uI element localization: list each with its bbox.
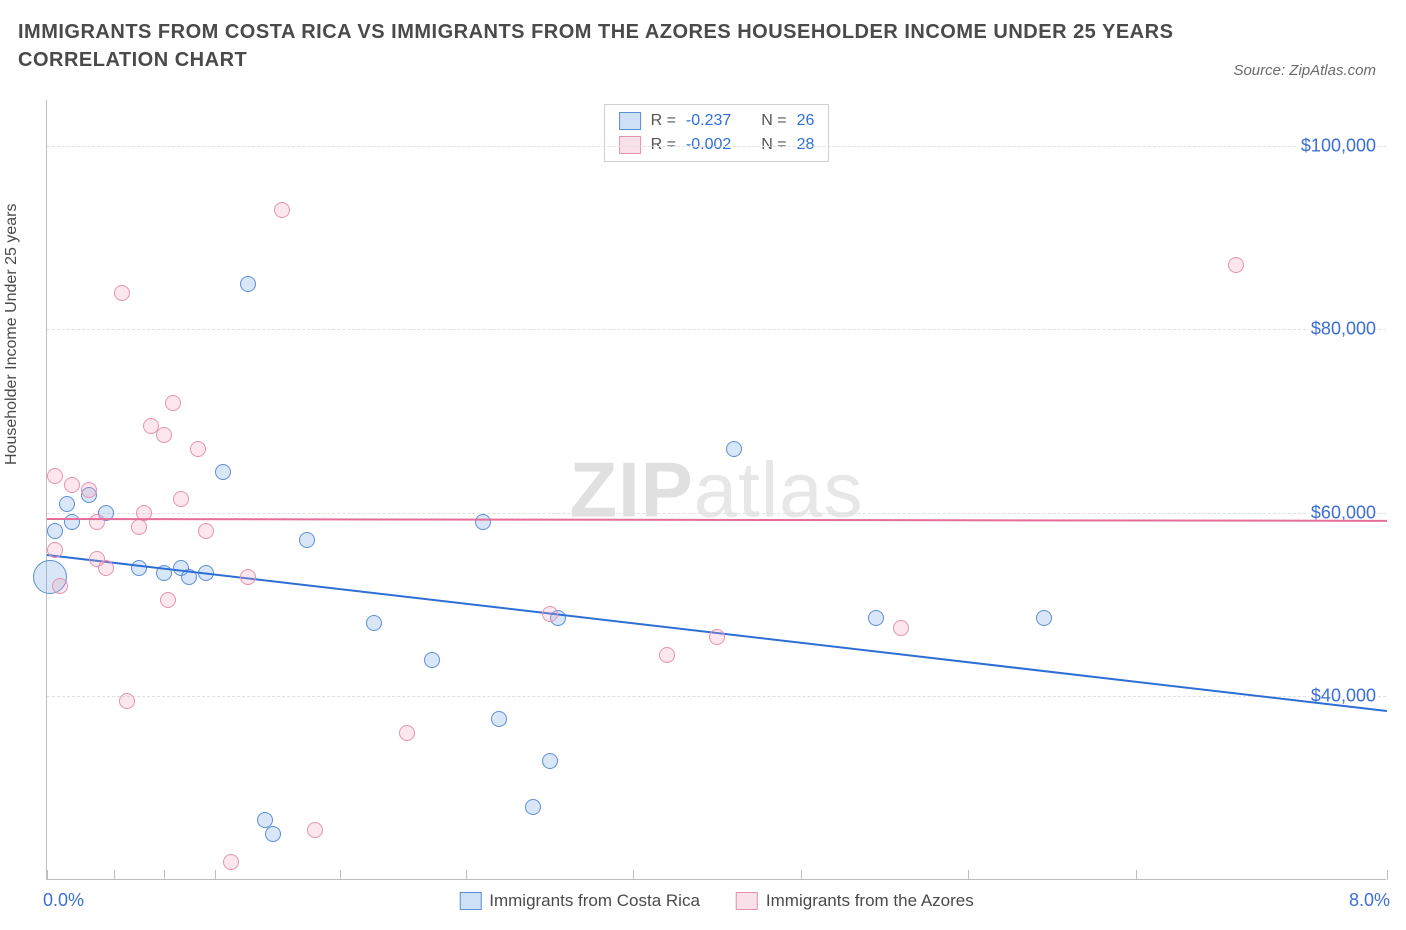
data-point [1228, 257, 1244, 273]
gridline [47, 696, 1386, 697]
data-point [114, 285, 130, 301]
data-point [542, 753, 558, 769]
data-point [165, 395, 181, 411]
data-point [709, 629, 725, 645]
data-point [223, 854, 239, 870]
data-point [131, 519, 147, 535]
legend-n-label: N = [761, 109, 786, 133]
data-point [81, 482, 97, 498]
data-point [240, 569, 256, 585]
data-point [160, 592, 176, 608]
y-tick-label: $100,000 [1299, 135, 1378, 156]
data-point [399, 725, 415, 741]
watermark: ZIPatlas [569, 444, 863, 535]
data-point [424, 652, 440, 668]
series-legend: Immigrants from Costa Rica Immigrants fro… [459, 891, 974, 911]
legend-swatch [736, 892, 758, 910]
data-point [240, 276, 256, 292]
x-tick [1387, 870, 1388, 880]
data-point [198, 523, 214, 539]
data-point [525, 799, 541, 815]
x-tick [633, 870, 634, 880]
data-point [98, 560, 114, 576]
x-tick [968, 870, 969, 880]
x-tick [164, 870, 165, 880]
x-tick [340, 870, 341, 880]
legend-row: R = -0.237 N = 26 [619, 109, 815, 133]
gridline [47, 146, 1386, 147]
data-point [215, 464, 231, 480]
legend-swatch [619, 112, 641, 130]
legend-label: Immigrants from Costa Rica [489, 891, 700, 911]
legend-n-value: 26 [797, 109, 815, 133]
data-point [173, 491, 189, 507]
x-tick [466, 870, 467, 880]
data-point [47, 542, 63, 558]
data-point [307, 822, 323, 838]
legend-r-value: -0.237 [686, 109, 731, 133]
data-point [47, 523, 63, 539]
data-point [491, 711, 507, 727]
x-tick [215, 870, 216, 880]
legend-item: Immigrants from Costa Rica [459, 891, 700, 911]
chart-title: IMMIGRANTS FROM COSTA RICA VS IMMIGRANTS… [18, 18, 1206, 74]
legend-swatch [459, 892, 481, 910]
data-point [893, 620, 909, 636]
x-tick [114, 870, 115, 880]
data-point [119, 693, 135, 709]
data-point [64, 514, 80, 530]
data-point [868, 610, 884, 626]
scatter-plot: ZIPatlas R =-0.237N =26R =-0.002N =28 Im… [46, 100, 1386, 880]
data-point [89, 514, 105, 530]
x-tick [1136, 870, 1137, 880]
data-point [156, 427, 172, 443]
data-point [726, 441, 742, 457]
correlation-legend: R =-0.237N =26R =-0.002N =28 [604, 104, 830, 162]
x-tick [801, 870, 802, 880]
x-axis-max-label: 8.0% [1349, 890, 1390, 911]
y-axis-title: Householder Income Under 25 years [3, 204, 21, 465]
y-tick-label: $80,000 [1309, 319, 1378, 340]
data-point [64, 477, 80, 493]
data-point [1036, 610, 1052, 626]
data-point [265, 826, 281, 842]
data-point [52, 578, 68, 594]
data-point [542, 606, 558, 622]
gridline [47, 513, 1386, 514]
gridline [47, 329, 1386, 330]
legend-item: Immigrants from the Azores [736, 891, 974, 911]
legend-label: Immigrants from the Azores [766, 891, 974, 911]
data-point [366, 615, 382, 631]
trend-line [47, 518, 1387, 522]
x-tick [47, 870, 48, 880]
legend-r-label: R = [651, 109, 676, 133]
data-point [131, 560, 147, 576]
source-label: Source: ZipAtlas.com [1233, 62, 1376, 79]
data-point [47, 468, 63, 484]
data-point [659, 647, 675, 663]
data-point [299, 532, 315, 548]
data-point [475, 514, 491, 530]
data-point [274, 202, 290, 218]
data-point [59, 496, 75, 512]
data-point [190, 441, 206, 457]
x-axis-min-label: 0.0% [43, 890, 84, 911]
